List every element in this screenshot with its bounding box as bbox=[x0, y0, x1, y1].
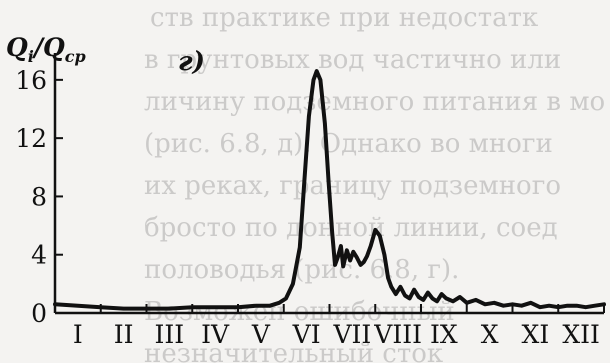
x-tick-label: IV bbox=[201, 320, 230, 349]
y-tick-label: 16 bbox=[15, 66, 47, 95]
series-line bbox=[53, 69, 606, 311]
y-ticks: 0 4 8 12 16 bbox=[15, 66, 63, 328]
panel-label: г) bbox=[178, 47, 205, 77]
x-tick-label: V bbox=[251, 320, 271, 349]
background-text-line: (рис. 6.8, д). Однако во многи bbox=[144, 129, 553, 159]
background-text-line: их реках, границу подземного bbox=[144, 171, 561, 201]
y-axis-label: Qi/Qср bbox=[6, 33, 86, 66]
x-tick-label: VI bbox=[292, 320, 321, 349]
x-tick-label: XII bbox=[562, 320, 600, 349]
x-tick-label: I bbox=[73, 320, 83, 349]
background-text-line: личину подземного питания в мо bbox=[144, 87, 605, 117]
x-tick-label: II bbox=[114, 320, 134, 349]
x-tick-label: X bbox=[481, 320, 499, 349]
x-tick-label: VII bbox=[332, 320, 371, 349]
background-text-line: половодья (рис. 6.8, г). bbox=[144, 255, 459, 285]
x-tick-label: VIII bbox=[373, 320, 422, 349]
background-text-line: ств практике при недостатк bbox=[150, 3, 538, 33]
background-text-line: в грунтовых вод частично или bbox=[144, 45, 561, 75]
y-tick-label: 8 bbox=[31, 182, 47, 211]
y-tick-label: 0 bbox=[31, 299, 47, 328]
background-text-line: незначительный сток bbox=[144, 339, 443, 363]
x-ticks: I II III IV V VI VII VIII IX X XI XII bbox=[54, 304, 605, 349]
series-group bbox=[53, 69, 606, 311]
x-tick-label: XI bbox=[522, 320, 550, 349]
x-tick-label: III bbox=[155, 320, 185, 349]
background-text-line: бросто по донной линии, соед bbox=[144, 213, 558, 243]
y-tick-label: 12 bbox=[15, 124, 47, 153]
y-tick-label: 4 bbox=[31, 241, 47, 270]
x-tick-label: IX bbox=[430, 320, 458, 349]
